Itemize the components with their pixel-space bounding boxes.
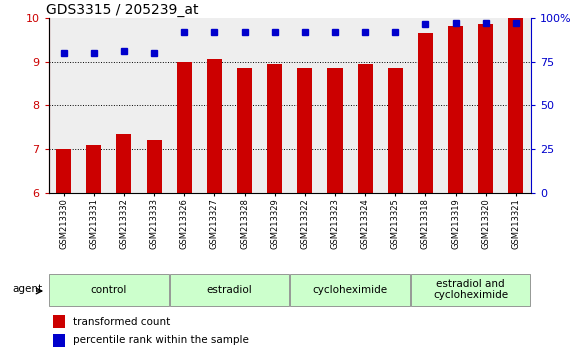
Bar [53, 334, 66, 347]
Bar [297, 68, 312, 193]
Text: control: control [91, 285, 127, 295]
Bar [357, 64, 373, 193]
Bar [388, 68, 403, 193]
FancyBboxPatch shape [291, 274, 410, 306]
Bar [508, 18, 524, 193]
FancyBboxPatch shape [411, 274, 530, 306]
Bar [147, 140, 162, 193]
Text: estradiol and
cycloheximide: estradiol and cycloheximide [433, 279, 508, 301]
Bar [328, 68, 343, 193]
FancyBboxPatch shape [49, 274, 168, 306]
Text: transformed count: transformed count [73, 316, 170, 327]
Bar [448, 27, 463, 193]
Text: GDS3315 / 205239_at: GDS3315 / 205239_at [46, 3, 199, 17]
Bar [86, 145, 101, 193]
Bar [478, 24, 493, 193]
Bar [116, 134, 131, 193]
Text: estradiol: estradiol [207, 285, 252, 295]
Bar [267, 64, 282, 193]
Text: agent: agent [12, 284, 42, 293]
FancyBboxPatch shape [170, 274, 289, 306]
Bar [237, 68, 252, 193]
Text: percentile rank within the sample: percentile rank within the sample [73, 335, 248, 346]
Bar [53, 315, 66, 328]
Bar [207, 59, 222, 193]
Bar [56, 149, 71, 193]
Bar [418, 33, 433, 193]
Bar [176, 62, 192, 193]
Text: cycloheximide: cycloheximide [312, 285, 388, 295]
